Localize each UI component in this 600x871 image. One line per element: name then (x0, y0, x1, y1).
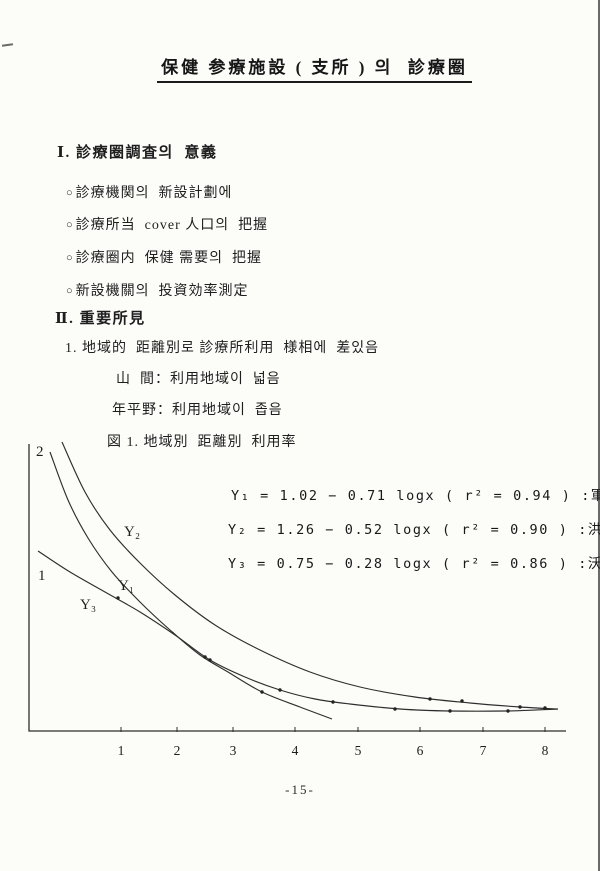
data-point-marker (518, 705, 522, 709)
data-point-marker (506, 709, 510, 713)
bullet-new-plan: ○ 診療機関의 新設計劃에 (66, 182, 232, 202)
x-axis-tick-label: 7 (480, 743, 487, 758)
x-axis-tick-label: 6 (417, 743, 424, 758)
page-number: -15- (285, 782, 315, 797)
data-point-marker (203, 655, 207, 659)
bullet-circle-icon: ○ (66, 252, 74, 264)
curve-label-1: 1 (38, 568, 46, 584)
data-point-marker (278, 688, 282, 692)
bullet-text: 診療機関의 新設計劃에 (75, 186, 233, 201)
curve-label-2: 2 (36, 444, 44, 460)
equation-y1: Y₁ = 1.02 − 0.71 logx ( r² = 0.94 ) :軍威 (231, 488, 600, 504)
curve-y1 (49, 451, 333, 720)
equation-y3: Y₃ = 0.75 − 0.28 logx ( r² = 0.86 ) :沃溝 (228, 556, 600, 572)
data-point-marker (393, 707, 397, 711)
bullet-text: 新設機關의 投資効率測定 (75, 284, 249, 299)
page-title: 保健 参療施設 ( 支所 ) 의 診療圈 (0, 33, 600, 98)
scan-edge-line (598, 0, 600, 871)
bullet-circle-icon: ○ (66, 285, 74, 297)
data-point-marker (260, 690, 264, 694)
x-axis-tick-label: 5 (355, 743, 362, 758)
section-1-heading: Ⅰ. 診療圈調査의 意義 (57, 145, 218, 161)
curve-label-y₁: Y₁ (118, 578, 134, 594)
bullet-cover-population: ○ 診療所当 cover 人口의 把握 (66, 214, 268, 234)
x-axis-tick-label: 1 (118, 743, 125, 758)
figure-1-caption: 図 1. 地域別 距離別 利用率 (107, 435, 297, 450)
equation-y2: Y₂ = 1.26 − 0.52 logx ( r² = 0.90 ) :洪川 (228, 522, 600, 538)
bullet-text: 診療圈内 保健 需要의 把握 (75, 251, 263, 266)
x-axis-tick-label: 8 (542, 743, 549, 758)
chart-axes (28, 444, 566, 732)
section-2-heading: Ⅱ. 重要所見 (55, 311, 146, 327)
data-point-marker (543, 706, 547, 710)
curve-label-y₂: Y₂ (124, 524, 140, 540)
bullet-health-demand: ○ 診療圈内 保健 需要의 把握 (66, 247, 262, 267)
bullet-circle-icon: ○ (66, 219, 74, 231)
x-axis-tick-label: 2 (174, 743, 181, 758)
curve-y2 (61, 441, 558, 710)
curve-label-y₃: Y₃ (80, 597, 96, 613)
bullet-investment-efficiency: ○ 新設機關의 投資効率測定 (66, 280, 249, 300)
section-2-item-1: 1. 地域的 距離別로 診療所利用 様相에 差있음 (65, 341, 380, 356)
data-point-marker (460, 699, 464, 703)
page-title-text: 保健 参療施設 ( 支所 ) 의 診療圈 (157, 58, 472, 83)
data-point-marker (331, 700, 335, 704)
data-point-marker (448, 709, 452, 713)
x-axis-tick-label: 3 (230, 743, 237, 758)
data-point-marker (208, 658, 212, 662)
bullet-text: 診療所当 cover 人口의 把握 (75, 218, 269, 233)
x-axis-tick-label: 4 (292, 743, 299, 758)
curve-y3 (37, 550, 559, 712)
figure-1-chart: 1 2 3 4 5 6 7 8 2 1 Y₂ Y₁ Y₃ (28, 441, 566, 758)
mountain-line: 山 間：利用地域이 넓음 (116, 372, 281, 387)
data-point-marker (428, 697, 432, 701)
plain-line: 年平野：利用地域이 좁음 (112, 403, 283, 418)
bullet-circle-icon: ○ (66, 187, 74, 199)
data-point-marker (116, 596, 120, 600)
